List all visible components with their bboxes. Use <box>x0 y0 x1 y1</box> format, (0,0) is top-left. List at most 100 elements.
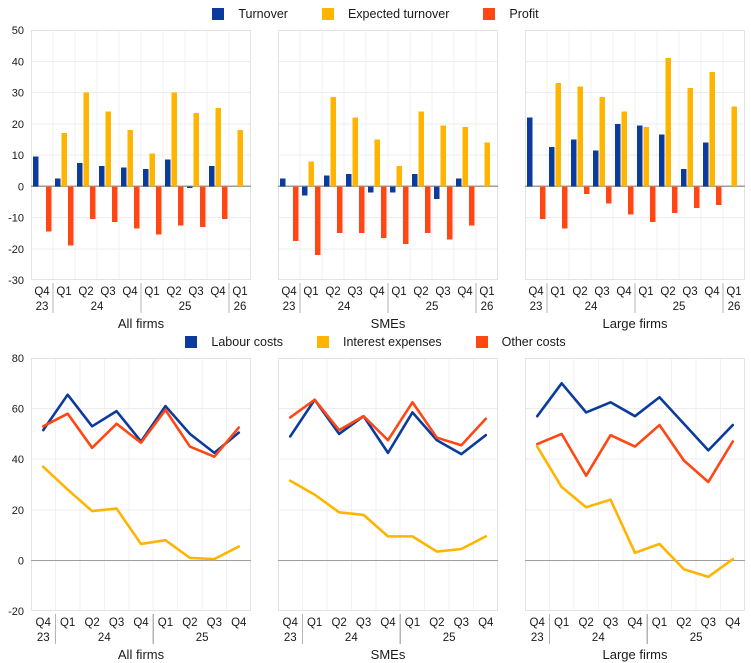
svg-text:Q1: Q1 <box>158 617 173 629</box>
svg-text:Q4: Q4 <box>380 617 396 629</box>
svg-text:Q4: Q4 <box>133 617 149 629</box>
svg-text:23: 23 <box>530 301 543 313</box>
svg-text:Q2: Q2 <box>572 286 587 298</box>
svg-text:23: 23 <box>37 632 50 644</box>
panel-bottom-large-firms: Q4 Q1 Q2 Q3 Q4 Q1 Q2 Q3 Q4 23 24 25 Large firms <box>525 352 745 662</box>
legend-label-other-costs: Other costs <box>501 335 566 349</box>
panel-bottom-all-firms: -20 0 20 40 60 80 Q4 Q1 Q2 Q3 Q4 Q1 Q2 Q3 Q4 23 24 25 All… <box>1 352 251 662</box>
svg-text:24: 24 <box>98 632 111 644</box>
svg-text:23: 23 <box>283 301 296 313</box>
svg-text:25: 25 <box>179 301 192 313</box>
svg-text:Q1: Q1 <box>479 286 494 298</box>
svg-text:Q4: Q4 <box>457 286 473 298</box>
legend-item-other-costs: Other costs <box>475 335 566 349</box>
svg-text:-30: -30 <box>8 275 24 287</box>
svg-text:25: 25 <box>196 632 209 644</box>
svg-text:Q4: Q4 <box>627 617 643 629</box>
svg-text:Q2: Q2 <box>325 286 340 298</box>
svg-text:Q4: Q4 <box>528 286 544 298</box>
svg-text:Q2: Q2 <box>182 617 197 629</box>
expected-turnover-swatch-icon <box>321 8 334 20</box>
costs-chart-section: Labour costs Interest expenses Other cos… <box>0 331 751 662</box>
svg-text:-10: -10 <box>8 213 24 225</box>
svg-text:Q1: Q1 <box>303 286 318 298</box>
svg-text:Q4: Q4 <box>616 286 632 298</box>
svg-text:Q3: Q3 <box>356 617 371 629</box>
interest-expenses-swatch-icon <box>316 336 329 348</box>
svg-text:40: 40 <box>12 454 24 466</box>
svg-text:Q2: Q2 <box>676 617 691 629</box>
panel-top-large-firms: Q4 Q1 Q2 Q3 Q4 Q1 Q2 Q3 Q4 Q1 23 24 25 26 Large firms <box>525 24 745 331</box>
svg-text:10: 10 <box>12 150 24 162</box>
svg-text:Q1: Q1 <box>391 286 406 298</box>
svg-text:Q4: Q4 <box>704 286 720 298</box>
other-costs-swatch-icon <box>475 336 488 348</box>
svg-text:Q1: Q1 <box>726 286 741 298</box>
legend-label-expected-turnover: Expected turnover <box>347 7 450 21</box>
svg-text:Q4: Q4 <box>478 617 494 629</box>
svg-text:Q2: Q2 <box>660 286 675 298</box>
svg-text:20: 20 <box>12 505 24 517</box>
svg-text:Q4: Q4 <box>530 617 546 629</box>
svg-text:Q2: Q2 <box>84 617 99 629</box>
svg-text:Q4: Q4 <box>369 286 385 298</box>
panel-top-smes: Q4 Q1 Q2 Q3 Q4 Q1 Q2 Q3 Q4 Q1 23 24 25 26 SMEs <box>278 24 498 331</box>
svg-text:Q1: Q1 <box>638 286 653 298</box>
svg-text:Q4: Q4 <box>281 286 297 298</box>
panel-top-all-firms: -30 -20 -10 0 10 20 30 40 50 Q4 Q1 Q2 Q3 Q4 Q1 Q2 Q3 Q4 Q1… <box>1 24 251 331</box>
legend-item-interest-expenses: Interest expenses <box>316 335 442 349</box>
svg-text:24: 24 <box>91 301 104 313</box>
legend-label-labour-costs: Labour costs <box>211 335 283 349</box>
bar-chart-large-firms: Q4 Q1 Q2 Q3 Q4 Q1 Q2 Q3 Q4 Q1 23 24 25 26 <box>525 30 745 313</box>
svg-text:24: 24 <box>585 301 598 313</box>
svg-text:26: 26 <box>234 301 247 313</box>
svg-text:25: 25 <box>690 632 703 644</box>
svg-text:23: 23 <box>36 301 49 313</box>
svg-text:Q2: Q2 <box>331 617 346 629</box>
bar-chart-smes: Q4 Q1 Q2 Q3 Q4 Q1 Q2 Q3 Q4 Q1 23 24 25 26 <box>278 30 498 313</box>
svg-text:Q4: Q4 <box>283 617 299 629</box>
labour-costs-swatch-icon <box>185 336 198 348</box>
bottom-panels-row: -20 0 20 40 60 80 Q4 Q1 Q2 Q3 Q4 Q1 Q2 Q3 Q4 23 24 25 All… <box>0 352 751 662</box>
svg-text:23: 23 <box>531 632 544 644</box>
svg-text:0: 0 <box>18 555 24 567</box>
bar-chart-all-firms: -30 -20 -10 0 10 20 30 40 50 Q4 Q1 Q2 Q3 Q4 Q1 Q2 Q3 Q4 Q1… <box>8 25 251 313</box>
panel-title-top-smes: SMEs <box>370 316 406 331</box>
svg-text:Q3: Q3 <box>594 286 609 298</box>
svg-text:Q4: Q4 <box>210 286 226 298</box>
turnover-swatch-icon <box>212 8 225 20</box>
svg-text:40: 40 <box>12 56 24 68</box>
svg-text:25: 25 <box>426 301 439 313</box>
svg-text:Q1: Q1 <box>554 617 569 629</box>
turnover-profit-chart-section: Turnover Expected turnover Profit -30 -20… <box>0 0 751 331</box>
svg-text:Q2: Q2 <box>78 286 93 298</box>
svg-text:Q4: Q4 <box>122 286 138 298</box>
svg-text:24: 24 <box>345 632 358 644</box>
svg-text:Q4: Q4 <box>36 617 52 629</box>
svg-text:24: 24 <box>592 632 605 644</box>
svg-text:Q1: Q1 <box>652 617 667 629</box>
bottom-legend: Labour costs Interest expenses Other cos… <box>0 331 751 352</box>
panel-title-top-large-firms: Large firms <box>602 316 668 331</box>
svg-text:Q1: Q1 <box>550 286 565 298</box>
svg-text:Q1: Q1 <box>60 617 75 629</box>
legend-item-expected-turnover: Expected turnover <box>321 7 450 21</box>
line-chart-all-firms: -20 0 20 40 60 80 Q4 Q1 Q2 Q3 Q4 Q1 Q2 Q3 Q4 23 24 25 <box>8 353 251 644</box>
svg-text:Q3: Q3 <box>188 286 203 298</box>
panel-title-bottom-all-firms: All firms <box>117 647 165 662</box>
panel-bottom-smes: Q4 Q1 Q2 Q3 Q4 Q1 Q2 Q3 Q4 23 24 25 SMEs <box>278 352 498 662</box>
svg-text:Q2: Q2 <box>578 617 593 629</box>
svg-text:Q3: Q3 <box>701 617 716 629</box>
top-legend: Turnover Expected turnover Profit <box>0 0 751 24</box>
svg-text:Q3: Q3 <box>207 617 222 629</box>
svg-text:Q4: Q4 <box>34 286 50 298</box>
svg-text:Q4: Q4 <box>231 617 247 629</box>
svg-text:Q1: Q1 <box>232 286 247 298</box>
svg-text:24: 24 <box>338 301 351 313</box>
svg-text:Q3: Q3 <box>682 286 697 298</box>
svg-text:30: 30 <box>12 88 24 100</box>
svg-text:26: 26 <box>481 301 494 313</box>
legend-label-turnover: Turnover <box>238 7 288 21</box>
svg-text:Q3: Q3 <box>454 617 469 629</box>
